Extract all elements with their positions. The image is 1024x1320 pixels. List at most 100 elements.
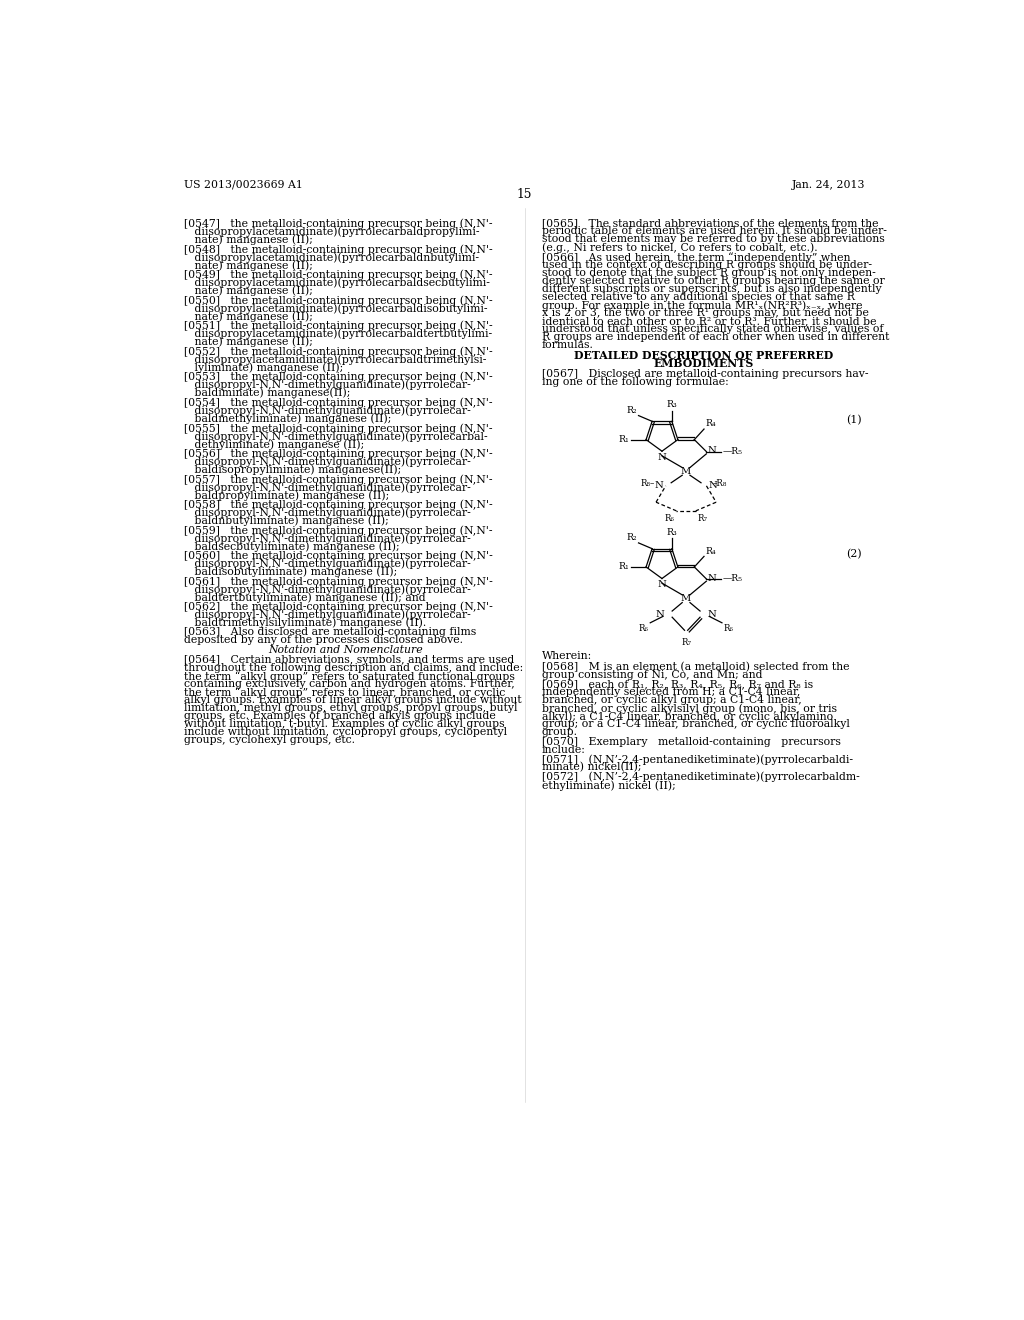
Text: [0569]   each of R₁, R₂, R₃, R₄, R₅, R₆, R₇ and R₈ is: [0569] each of R₁, R₂, R₃, R₄, R₅, R₆, R… [542, 680, 813, 689]
Text: the term “alkyl group” refers to linear, branched, or cyclic: the term “alkyl group” refers to linear,… [183, 688, 505, 698]
Text: M: M [681, 594, 691, 603]
Text: diisopropyl-N,N'-dimethylguanidinate)(pyrrolecar-: diisopropyl-N,N'-dimethylguanidinate)(py… [183, 585, 471, 595]
Text: without limitation, t-butyl. Examples of cyclic alkyl groups: without limitation, t-butyl. Examples of… [183, 719, 505, 730]
Text: R₆: R₆ [639, 623, 648, 632]
Text: alkyl); a C1-C4 linear, branched, or cyclic alkylamino: alkyl); a C1-C4 linear, branched, or cyc… [542, 711, 833, 722]
Text: R₂: R₂ [627, 405, 637, 414]
Text: diisopropyl-N,N'-dimethylguanidinate)(pyrrolecar-: diisopropyl-N,N'-dimethylguanidinate)(py… [183, 508, 471, 519]
Text: group; or a C1-C4 linear, branched, or cyclic fluoroalkyl: group; or a C1-C4 linear, branched, or c… [542, 719, 850, 729]
Text: diisopropyl-N,N'-dimethylguanidinate)(pyrrolecar-: diisopropyl-N,N'-dimethylguanidinate)(py… [183, 533, 471, 544]
Text: used in the context of describing R groups should be under-: used in the context of describing R grou… [542, 260, 871, 271]
Text: groups, cyclohexyl groups, etc.: groups, cyclohexyl groups, etc. [183, 735, 354, 746]
Text: N: N [709, 482, 718, 490]
Text: include:: include: [542, 744, 586, 755]
Text: diisopropyl-N,N'-dimethylguanidinate)(pyrrolecar-: diisopropyl-N,N'-dimethylguanidinate)(py… [183, 558, 471, 569]
Text: deposited by any of the processes disclosed above.: deposited by any of the processes disclo… [183, 635, 463, 645]
Text: stood that elements may be referred to by these abbreviations: stood that elements may be referred to b… [542, 235, 885, 244]
Text: (2): (2) [846, 549, 862, 558]
Text: lyliminate) manganese (II);: lyliminate) manganese (II); [183, 362, 343, 372]
Text: diisopropylacetamidinate)(pyrrolecarbaldtertbutylimi-: diisopropylacetamidinate)(pyrrolecarbald… [183, 329, 492, 339]
Text: R₇: R₇ [681, 638, 691, 647]
Text: 15: 15 [517, 189, 532, 202]
Text: [0553]   the metalloid-containing precursor being (N,N'-: [0553] the metalloid-containing precurso… [183, 372, 493, 383]
Text: R₃: R₃ [667, 400, 677, 409]
Text: diisopropylacetamidinate)(pyrrolecarbaldnbutylimi-: diisopropylacetamidinate)(pyrrolecarbald… [183, 252, 479, 263]
Text: diisopropyl-N,N'-dimethylguanidinate)(pyrrolecarbal-: diisopropyl-N,N'-dimethylguanidinate)(py… [183, 432, 487, 442]
Text: group consisting of Ni, Co, and Mn; and: group consisting of Ni, Co, and Mn; and [542, 669, 762, 680]
Text: [0552]   the metalloid-containing precursor being (N,N'-: [0552] the metalloid-containing precurso… [183, 346, 493, 356]
Text: [0570]   Exemplary   metalloid-containing   precursors: [0570] Exemplary metalloid-containing pr… [542, 737, 841, 747]
Text: baldmethyliminate) manganese (II);: baldmethyliminate) manganese (II); [183, 413, 391, 424]
Text: R₄: R₄ [706, 420, 716, 428]
Text: [0568]   M is an element (a metalloid) selected from the: [0568] M is an element (a metalloid) sel… [542, 661, 849, 672]
Text: Wherein:: Wherein: [542, 651, 592, 660]
Text: [0565]   The standard abbreviations of the elements from the: [0565] The standard abbreviations of the… [542, 218, 879, 228]
Text: ing one of the following formulae:: ing one of the following formulae: [542, 376, 729, 387]
Text: [0557]   the metalloid-containing precursor being (N,N'-: [0557] the metalloid-containing precurso… [183, 474, 493, 484]
Text: [0556]   the metalloid-containing precursor being (N,N'-: [0556] the metalloid-containing precurso… [183, 449, 493, 459]
Text: dethyliminate) manganese (II);: dethyliminate) manganese (II); [183, 440, 365, 450]
Text: baldtrimethylsilyliminate) manganese (II).: baldtrimethylsilyliminate) manganese (II… [183, 618, 426, 628]
Text: stood to denote that the subject R group is not only indepen-: stood to denote that the subject R group… [542, 268, 876, 279]
Text: group. For example in the formula MR¹ₓ(NR²R³)ₓ₋ₓ, where: group. For example in the formula MR¹ₓ(N… [542, 300, 862, 310]
Text: [0558]   the metalloid-containing precursor being (N,N'-: [0558] the metalloid-containing precurso… [183, 500, 493, 511]
Text: minate) nickel(II);: minate) nickel(II); [542, 763, 641, 772]
Text: independently selected from H; a C1-C4 linear,: independently selected from H; a C1-C4 l… [542, 688, 800, 697]
Text: diisopropylacetamidinate)(pyrrolecarbaldisobutylimi-: diisopropylacetamidinate)(pyrrolecarbald… [183, 304, 487, 314]
Text: [0563]   Also disclosed are metalloid-containing films: [0563] Also disclosed are metalloid-cont… [183, 627, 476, 638]
Text: groups, etc. Examples of branched alkyls groups include: groups, etc. Examples of branched alkyls… [183, 711, 496, 722]
Text: R₁: R₁ [618, 436, 629, 444]
Text: the term “alkyl group” refers to saturated functional groups: the term “alkyl group” refers to saturat… [183, 672, 515, 682]
Text: branched, or cyclic alkylsilyl group (mono, bis, or tris: branched, or cyclic alkylsilyl group (mo… [542, 704, 837, 714]
Text: diisopropylacetamidinate)(pyrrolecarbaldtrimethylsi-: diisopropylacetamidinate)(pyrrolecarbald… [183, 354, 486, 364]
Text: formulas.: formulas. [542, 341, 594, 350]
Text: understood that unless specifically stated otherwise, values of: understood that unless specifically stat… [542, 325, 884, 334]
Text: R₆: R₆ [724, 623, 733, 632]
Text: limitation, methyl groups, ethyl groups, propyl groups, butyl: limitation, methyl groups, ethyl groups,… [183, 704, 517, 713]
Text: diisopropyl-N,N'-dimethylguanidinate)(pyrrolecar-: diisopropyl-N,N'-dimethylguanidinate)(py… [183, 457, 471, 467]
Text: [0551]   the metalloid-containing precursor being (N,N'-: [0551] the metalloid-containing precurso… [183, 321, 493, 331]
Text: R₆: R₆ [665, 513, 675, 523]
Text: [0561]   the metalloid-containing precursor being (N,N'-: [0561] the metalloid-containing precurso… [183, 577, 493, 587]
Text: DETAILED DESCRIPTION OF PREFERRED: DETAILED DESCRIPTION OF PREFERRED [574, 350, 834, 360]
Text: N: N [654, 482, 664, 490]
Text: R₇: R₇ [697, 513, 708, 523]
Text: M: M [681, 467, 691, 477]
Text: —R₅: —R₅ [722, 574, 742, 583]
Text: [0562]   the metalloid-containing precursor being (N,N'-: [0562] the metalloid-containing precurso… [183, 602, 493, 612]
Text: diisopropylacetamidinate)(pyrrolecarbaldpropylimi-: diisopropylacetamidinate)(pyrrolecarbald… [183, 227, 479, 238]
Text: diisopropyl-N,N'-dimethylguanidinate)(pyrrolecar-: diisopropyl-N,N'-dimethylguanidinate)(py… [183, 405, 471, 416]
Text: throughout the following description and claims, and include:: throughout the following description and… [183, 664, 523, 673]
Text: (1): (1) [846, 416, 862, 425]
Text: R₁: R₁ [618, 562, 629, 572]
Text: baldiminate) manganese(II);: baldiminate) manganese(II); [183, 388, 350, 399]
Text: diisopropylacetamidinate)(pyrrolecarbaldsecbutylimi-: diisopropylacetamidinate)(pyrrolecarbald… [183, 277, 489, 288]
Text: [0560]   the metalloid-containing precursor being (N,N'-: [0560] the metalloid-containing precurso… [183, 550, 493, 561]
Text: N: N [708, 446, 717, 455]
Text: alkyl groups. Examples of linear alkyl groups include without: alkyl groups. Examples of linear alkyl g… [183, 696, 521, 705]
Text: [0555]   the metalloid-containing precursor being (N,N'-: [0555] the metalloid-containing precurso… [183, 422, 493, 433]
Text: N: N [657, 453, 667, 462]
Text: [0550]   the metalloid-containing precursor being (N,N'-: [0550] the metalloid-containing precurso… [183, 296, 493, 306]
Text: [0564]   Certain abbreviations, symbols, and terms are used: [0564] Certain abbreviations, symbols, a… [183, 655, 514, 665]
Text: [0567]   Disclosed are metalloid-containing precursors hav-: [0567] Disclosed are metalloid-containin… [542, 368, 868, 379]
Text: US 2013/0023669 A1: US 2013/0023669 A1 [183, 180, 303, 190]
Text: [0571]   (N,N’-2,4-pentanediketiminate)(pyrrolecarbaldi-: [0571] (N,N’-2,4-pentanediketiminate)(py… [542, 755, 853, 766]
Text: N: N [708, 574, 717, 582]
Text: x is 2 or 3, the two or three R¹ groups may, but need not be: x is 2 or 3, the two or three R¹ groups … [542, 308, 868, 318]
Text: R groups are independent of each other when used in different: R groups are independent of each other w… [542, 333, 889, 342]
Text: EMBODIMENTS: EMBODIMENTS [653, 358, 754, 368]
Text: nate) manganese (II);: nate) manganese (II); [183, 235, 312, 246]
Text: N: N [708, 610, 717, 619]
Text: R₈–: R₈– [641, 479, 655, 488]
Text: nate) manganese (II);: nate) manganese (II); [183, 285, 312, 296]
Text: identical to each other or to R² or to R³. Further, it should be: identical to each other or to R² or to R… [542, 315, 877, 326]
Text: Notation and Nomenclature: Notation and Nomenclature [268, 645, 423, 655]
Text: [0559]   the metalloid-containing precursor being (N,N'-: [0559] the metalloid-containing precurso… [183, 525, 493, 536]
Text: nate) manganese (II);: nate) manganese (II); [183, 260, 312, 271]
Text: [0549]   the metalloid-containing precursor being (N,N'-: [0549] the metalloid-containing precurso… [183, 269, 493, 280]
Text: [0547]   the metalloid-containing precursor being (N,N'-: [0547] the metalloid-containing precurso… [183, 218, 493, 230]
Text: Jan. 24, 2013: Jan. 24, 2013 [793, 180, 866, 190]
Text: baldpropyliminate) manganese (II);: baldpropyliminate) manganese (II); [183, 490, 389, 500]
Text: R₃: R₃ [667, 528, 677, 536]
